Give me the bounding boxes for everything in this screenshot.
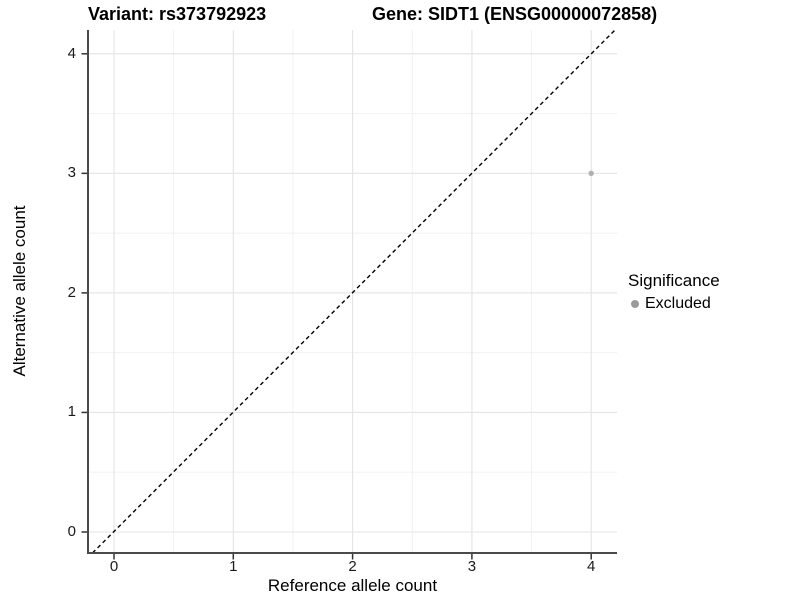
legend-items: Excluded xyxy=(628,294,720,313)
legend-item-label: Excluded xyxy=(645,295,711,312)
y-tick-label: 0 xyxy=(67,523,76,540)
x-tick-label: 0 xyxy=(109,558,119,575)
circle-icon xyxy=(631,299,639,308)
x-axis-title: Reference allele count xyxy=(267,576,438,595)
y-tick-label: 3 xyxy=(67,164,76,182)
y-tick-label: 2 xyxy=(67,283,76,301)
plot-title-gene: Gene: SIDT1 (ENSG00000072858) xyxy=(372,4,658,24)
plot-title-variant: Variant: rs373792923 xyxy=(88,4,267,24)
identity-dashed-line xyxy=(92,29,616,554)
data-point xyxy=(588,170,594,177)
legend: Significance Excluded xyxy=(628,271,720,313)
y-tick-label: 1 xyxy=(67,403,76,421)
legend-item: Excluded xyxy=(628,294,720,313)
x-tick-label: 2 xyxy=(348,558,357,575)
x-tick-label: 1 xyxy=(229,558,238,575)
x-tick-label: 4 xyxy=(587,558,596,575)
y-tick-label: 4 xyxy=(67,44,76,62)
y-axis-title: Alternative allele count xyxy=(10,205,29,377)
x-tick-label: 3 xyxy=(467,558,477,575)
legend-title: Significance xyxy=(628,271,720,290)
